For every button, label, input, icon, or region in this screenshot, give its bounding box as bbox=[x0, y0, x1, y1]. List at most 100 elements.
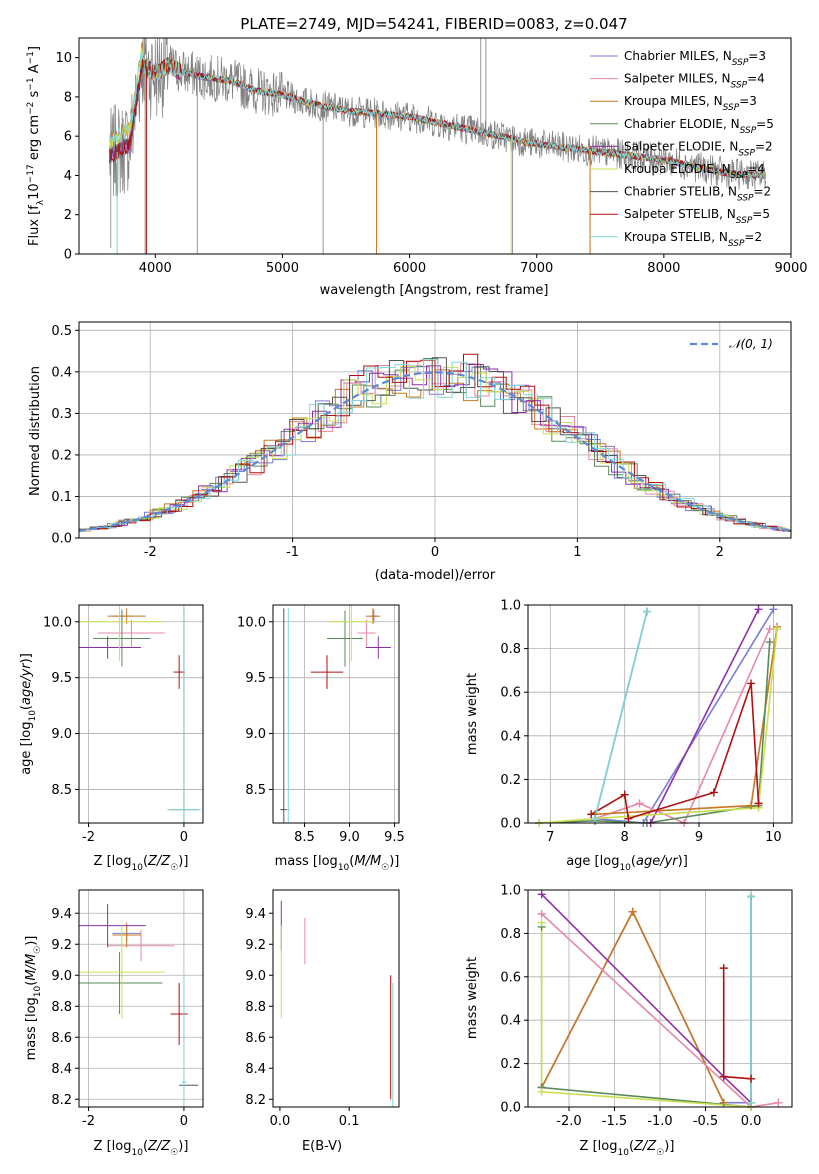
age-vs-Z-ytick-label: 10.0 bbox=[43, 615, 72, 630]
normal-curve bbox=[79, 371, 791, 532]
mass-vs-ebv-ytick-label: 9.4 bbox=[245, 907, 266, 922]
spectrum-xtick-label: 7000 bbox=[520, 261, 553, 276]
weight-marker bbox=[628, 907, 637, 916]
spectrum-ylabel: Flux [fλ10−17 erg cm−2 s−1 A−1] bbox=[26, 46, 46, 246]
age-vs-mass-xtick-label: 8.5 bbox=[294, 830, 315, 845]
weight-line bbox=[594, 611, 648, 819]
age-vs-mass-plot bbox=[280, 605, 391, 823]
age-vs-Z-xtick-label: -2 bbox=[82, 830, 95, 845]
mass-vs-ebv-frame bbox=[272, 889, 400, 1108]
wZ-xlabel-rich: Z [log10(Z/Z☉)] bbox=[580, 1139, 675, 1158]
residuals-ytick-label: 0.1 bbox=[51, 490, 72, 505]
legend-label: Chabrier STELIB, NSSP=2 bbox=[624, 185, 771, 204]
model-kroupa-stelib bbox=[109, 51, 766, 180]
wZ-ylabel: mass weight bbox=[465, 957, 480, 1039]
weight-marker bbox=[754, 605, 763, 614]
wage-ylabel: mass weight bbox=[465, 673, 480, 755]
spectrum-panel: 4000 5000 6000 7000 8000 9000 0 2 4 6 8 10 bbox=[55, 37, 808, 276]
weight-vs-Z-xtick-label: 0.0 bbox=[741, 1114, 762, 1129]
weight-marker bbox=[587, 810, 596, 819]
weight-line bbox=[540, 926, 752, 1107]
legend-label: Salpeter MILES, NSSP=4 bbox=[624, 72, 765, 91]
spectrum-xtick-label: 5000 bbox=[266, 261, 299, 276]
weight-marker bbox=[537, 1087, 546, 1096]
weight-marker bbox=[537, 909, 546, 918]
spectrum-frame bbox=[78, 37, 792, 255]
residuals-xtick-label: 2 bbox=[716, 545, 724, 560]
weight-vs-age-plot bbox=[539, 608, 778, 823]
weight-vs-age-frame bbox=[527, 604, 793, 824]
mass-vs-ebv-plot bbox=[280, 900, 394, 1107]
residuals-ytick-label: 0.4 bbox=[51, 365, 72, 380]
weight-vs-Z-ytick-label: 0.2 bbox=[500, 1057, 521, 1072]
legend-label: Salpeter STELIB, NSSP=5 bbox=[624, 207, 770, 226]
residuals-xtick-label: -2 bbox=[144, 545, 157, 560]
mass-vs-ebv-ytick-label: 9.0 bbox=[245, 969, 266, 984]
residuals-panel: -2 -1 0 1 2 0.0 0.1 0.2 0.3 0.4 0.5 𝒩(0, 1) bbox=[51, 321, 792, 560]
weight-line bbox=[649, 609, 760, 823]
residuals-ytick-label: 0.5 bbox=[51, 324, 72, 339]
residuals-xlabel: (data-model)/error bbox=[375, 568, 496, 583]
weight-line bbox=[541, 893, 752, 1104]
mass-vs-Z-ytick-label: 8.8 bbox=[51, 1000, 72, 1015]
weight-marker bbox=[765, 638, 774, 647]
weight-vs-age-panel: 7 8 9 10 0.0 0.2 0.4 0.6 0.8 1.0 bbox=[500, 599, 793, 845]
spectrum-xtick-label: 8000 bbox=[647, 261, 680, 276]
residuals-xtick-label: 1 bbox=[573, 545, 581, 560]
weight-vs-age-ytick-label: 0.8 bbox=[500, 642, 521, 657]
weight-vs-Z-ytick-label: 0.0 bbox=[500, 1101, 521, 1116]
mass-vs-Z-ytick-label: 8.6 bbox=[51, 1031, 72, 1046]
age-vs-Z-panel: -2 0 8.5 9.0 9.5 10.0 bbox=[43, 604, 204, 845]
weight-line bbox=[722, 968, 752, 1080]
weight-vs-age-xtick-label: 9 bbox=[695, 830, 703, 845]
mass-vs-Z-frame bbox=[78, 889, 204, 1108]
weight-marker bbox=[773, 624, 782, 633]
residuals-ytick-label: 0.0 bbox=[51, 532, 72, 547]
residuals-ytick-label: 0.2 bbox=[51, 448, 72, 463]
mass-vs-Z-ytick-label: 9.2 bbox=[51, 938, 72, 953]
age-vs-Z-xtick-label: 0 bbox=[180, 830, 188, 845]
weight-marker bbox=[747, 1098, 756, 1107]
weight-line bbox=[594, 608, 775, 823]
residuals-xtick-label: 0 bbox=[431, 545, 439, 560]
weight-line bbox=[594, 626, 778, 816]
weight-marker bbox=[537, 918, 546, 927]
agemass-xlabel-rich: mass [log10(M/M☉)] bbox=[275, 854, 400, 873]
residuals-plot bbox=[79, 353, 791, 533]
histogram-kroupa-stelib bbox=[79, 359, 791, 533]
spectrum-ytick-label: 2 bbox=[64, 208, 72, 223]
legend-label: Salpeter ELODIE, NSSP=2 bbox=[624, 139, 773, 158]
ageZ-xlabel-rich: Z [log10(Z/Z☉)] bbox=[94, 854, 189, 873]
weight-marker bbox=[642, 607, 651, 616]
massZ-xlabel-rich: Z [log10(Z/Z☉)] bbox=[94, 1139, 189, 1158]
weight-line bbox=[594, 628, 771, 823]
legend-label: Kroupa ELODIE, NSSP=4 bbox=[624, 162, 765, 181]
legend-normal-label: 𝒩(0, 1) bbox=[729, 337, 773, 351]
weight-marker bbox=[719, 1098, 728, 1107]
weight-marker bbox=[635, 799, 644, 808]
mass-vs-ebv-ytick-label: 8.4 bbox=[245, 1062, 266, 1077]
weight-vs-Z-ytick-label: 0.8 bbox=[500, 927, 521, 942]
mass-vs-ebv-ytick-label: 8.8 bbox=[245, 1000, 266, 1015]
spectrum-xtick-label: 9000 bbox=[774, 261, 807, 276]
weight-vs-age-xtick-label: 10 bbox=[765, 830, 782, 845]
age-vs-mass-ytick-label: 9.0 bbox=[245, 727, 266, 742]
histogram-salpeter-miles bbox=[79, 361, 791, 532]
weight-vs-Z-xtick-label: -1.0 bbox=[647, 1114, 672, 1129]
weight-vs-Z-frame bbox=[527, 889, 793, 1108]
spectrum-xtick-label: 4000 bbox=[139, 261, 172, 276]
weight-marker bbox=[747, 892, 756, 901]
age-vs-mass-xtick-label: 9.5 bbox=[384, 830, 405, 845]
weight-marker bbox=[590, 814, 599, 823]
histogram-kroupa-elodie bbox=[79, 365, 791, 532]
weight-line bbox=[541, 913, 779, 1107]
mass-vs-ebv-xtick-label: 0.1 bbox=[339, 1114, 360, 1129]
age-vs-mass-ytick-label: 8.5 bbox=[245, 783, 266, 798]
weight-vs-age-ytick-label: 0.6 bbox=[500, 686, 521, 701]
weight-vs-Z-xtick-label: -1.5 bbox=[602, 1114, 627, 1129]
ebv-xlabel: E(B-V) bbox=[302, 1139, 342, 1154]
weight-vs-age-ytick-label: 0.0 bbox=[500, 817, 521, 832]
mass-vs-Z-xtick-label: 0 bbox=[180, 1114, 188, 1129]
legend-label: Kroupa MILES, NSSP=3 bbox=[624, 94, 757, 113]
